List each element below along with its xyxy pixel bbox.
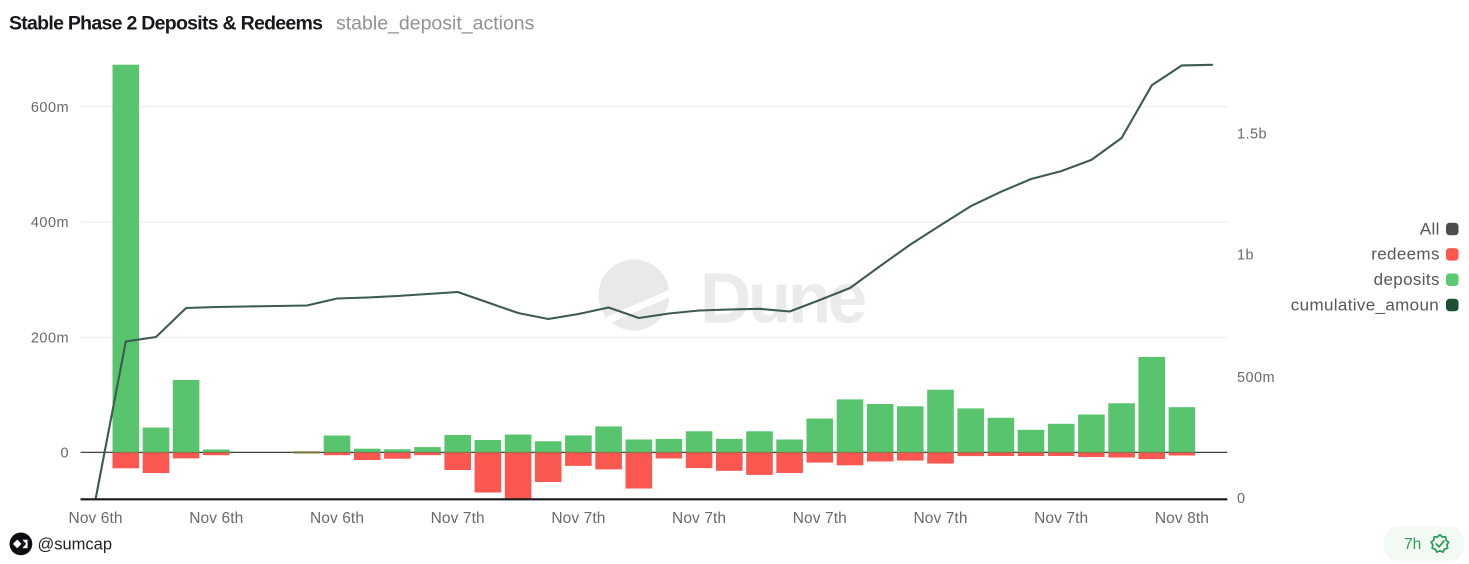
svg-text:@sumcap: @sumcap xyxy=(38,536,113,554)
svg-text:0: 0 xyxy=(60,446,69,462)
svg-text:All: All xyxy=(1420,219,1440,238)
svg-text:400m: 400m xyxy=(31,215,69,231)
svg-text:Nov 6th: Nov 6th xyxy=(310,510,364,527)
svg-text:Nov 6th: Nov 6th xyxy=(189,510,243,527)
svg-text:cumulative_amount: cumulative_amount xyxy=(1291,295,1444,314)
svg-text:redeems: redeems xyxy=(1371,245,1440,264)
svg-text:Nov 7th: Nov 7th xyxy=(1034,510,1088,527)
svg-text:Nov 7th: Nov 7th xyxy=(793,510,847,527)
svg-text:600m: 600m xyxy=(31,100,69,116)
svg-text:stable_deposit_actions: stable_deposit_actions xyxy=(336,13,535,35)
svg-text:Nov 7th: Nov 7th xyxy=(551,510,605,527)
svg-text:200m: 200m xyxy=(31,330,69,346)
svg-text:0: 0 xyxy=(1237,491,1246,507)
svg-text:1.5b: 1.5b xyxy=(1237,127,1267,143)
svg-text:Nov 7th: Nov 7th xyxy=(672,510,726,527)
svg-text:Nov 7th: Nov 7th xyxy=(431,510,485,527)
svg-text:Stable Phase 2 Deposits & Rede: Stable Phase 2 Deposits & Redeems xyxy=(9,13,323,35)
svg-text:Nov 7th: Nov 7th xyxy=(913,510,967,527)
svg-text:Nov 6th: Nov 6th xyxy=(69,510,123,527)
svg-text:500m: 500m xyxy=(1237,370,1275,386)
svg-text:7h: 7h xyxy=(1404,536,1421,553)
svg-text:deposits: deposits xyxy=(1374,270,1440,289)
svg-text:1b: 1b xyxy=(1237,248,1254,264)
svg-text:Dune: Dune xyxy=(700,260,866,339)
svg-text:Nov 8th: Nov 8th xyxy=(1155,510,1209,527)
